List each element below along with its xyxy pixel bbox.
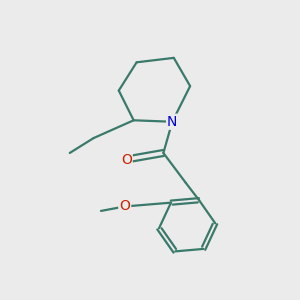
Text: O: O — [121, 152, 132, 167]
Text: N: N — [167, 115, 178, 129]
Text: O: O — [119, 200, 130, 214]
